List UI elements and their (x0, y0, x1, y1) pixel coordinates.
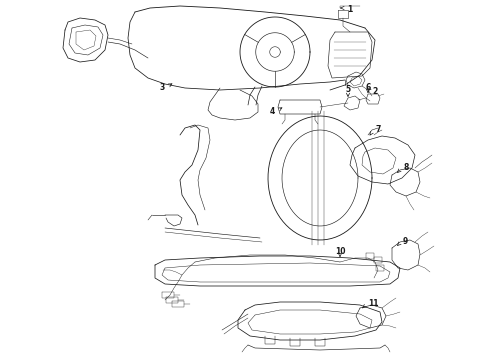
Text: 2: 2 (372, 87, 377, 96)
Text: 4: 4 (270, 108, 275, 117)
Text: 6: 6 (366, 82, 370, 91)
Text: 11: 11 (368, 300, 378, 309)
Text: 7: 7 (375, 126, 380, 135)
Text: 1: 1 (347, 5, 352, 14)
Text: 9: 9 (403, 237, 408, 246)
Text: 3: 3 (160, 84, 165, 93)
Text: 8: 8 (403, 163, 408, 172)
Text: 5: 5 (345, 85, 350, 94)
Text: 10: 10 (335, 247, 345, 256)
